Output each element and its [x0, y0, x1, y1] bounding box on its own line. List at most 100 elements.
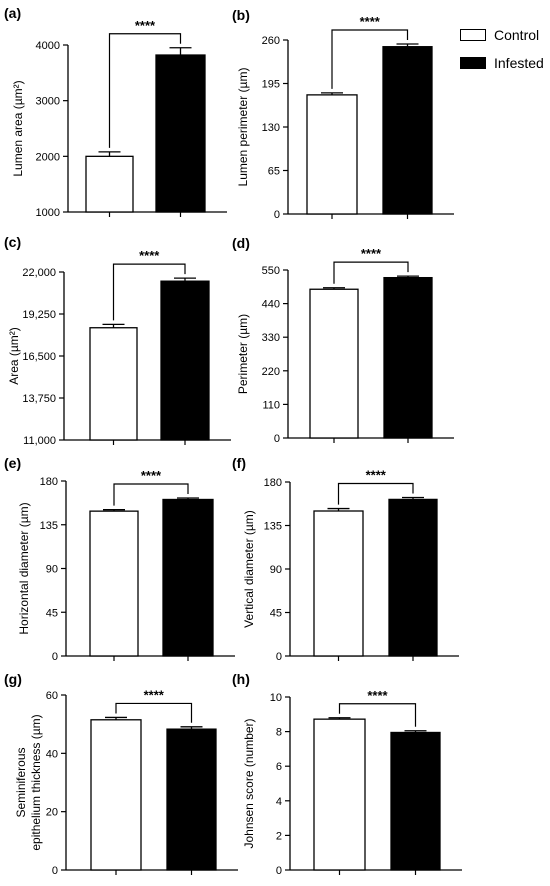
panel-label-d: (d)	[232, 235, 250, 251]
bar-a-infested	[155, 54, 206, 213]
panel-label-h: (h)	[232, 671, 250, 687]
y-tick-label-e: 180	[40, 476, 58, 488]
significance-bracket-d	[333, 261, 409, 284]
y-tick-label-a: 4000	[36, 40, 60, 52]
bar-g-control	[90, 719, 142, 871]
y-tick-label-d: 440	[262, 299, 280, 311]
y-tick-label-h: 8	[276, 727, 282, 739]
panel-label-g: (g)	[4, 671, 22, 687]
y-tick-label-g: 40	[46, 748, 58, 760]
significance-label-g: ****	[144, 687, 165, 702]
y-axis-label-b: Lumen perimeter (µm)	[236, 68, 250, 187]
significance-bracket-h	[338, 703, 417, 727]
legend-label-infested: Infested	[494, 55, 544, 71]
y-tick-label-h: 2	[276, 830, 282, 842]
chart-panel-d: (d) 0 110 220 330 440 550 Perimeter (µm) ****	[232, 235, 454, 445]
significance-label-b: ****	[360, 14, 381, 29]
y-tick-label-b: 195	[262, 79, 280, 91]
chart-panel-h: (h) 0 2 4 6 8 10 Johnsen score (number) ****	[232, 671, 462, 877]
y-tick-label-a: 3000	[36, 96, 60, 108]
bar-b-control	[306, 94, 358, 215]
y-tick-label-e: 90	[46, 564, 58, 576]
y-tick-label-h: 0	[276, 865, 282, 877]
chart-panel-g: (g) 0 20 40 60 Seminiferous epithelium thickne…	[4, 671, 238, 877]
significance-label-d: ****	[361, 246, 382, 261]
significance-bracket-b	[331, 29, 409, 89]
bar-d-control	[309, 288, 359, 439]
y-tick-label-g: 0	[52, 865, 58, 877]
y-tick-label-d: 220	[262, 366, 280, 378]
y-tick-label-a: 2000	[36, 151, 60, 163]
significance-bracket-g	[115, 702, 193, 723]
y-tick-label-d: 330	[262, 332, 280, 344]
significance-label-e: ****	[141, 468, 162, 483]
y-tick-label-d: 0	[274, 433, 280, 445]
y-tick-label-e: 0	[52, 651, 58, 663]
y-axis-label-f: Vertical diameter (µm)	[242, 510, 256, 628]
chart-panel-c: (c) 11,000 13,750 16,500 19,250 22,000 Area (µ…	[4, 234, 231, 447]
significance-bracket-f	[337, 482, 414, 505]
y-axis-label-h: Johnsen score (number)	[242, 718, 256, 848]
legend-label-control: Control	[494, 27, 540, 43]
significance-label-f: ****	[366, 467, 387, 482]
legend: Control Infested	[460, 26, 550, 82]
panel-label-b: (b)	[232, 7, 250, 23]
y-tick-label-f: 90	[270, 564, 282, 576]
chart-panel-a: (a) 1000 2000 3000 4000 Lumen area (µm²) ****	[4, 5, 227, 219]
bar-d-infested	[383, 276, 433, 439]
chart-panel-b: (b) 0 65 130 195 260 Lumen perimeter (µm) ****	[232, 7, 454, 221]
y-axis-label-d: Perimeter (µm)	[236, 314, 250, 394]
chart-panel-e: (e) 0 45 90 135 180 Horizontal diameter (µm) **…	[4, 455, 235, 663]
panel-label-a: (a)	[4, 5, 21, 21]
y-tick-label-b: 130	[262, 122, 280, 134]
bar-e-control	[89, 510, 139, 657]
y-tick-label-b: 0	[274, 209, 280, 221]
bar-f-control	[313, 510, 364, 657]
y-tick-label-c: 19,250	[22, 309, 56, 321]
significance-label-c: ****	[139, 248, 160, 263]
y-tick-label-f: 135	[264, 521, 282, 533]
bar-h-control	[313, 718, 366, 871]
bar-h-infested	[390, 731, 441, 871]
bar-c-infested	[160, 280, 210, 441]
significance-label-h: ****	[367, 688, 388, 703]
significance-bracket-a	[108, 33, 182, 148]
y-tick-label-d: 550	[262, 265, 280, 277]
panel-label-c: (c)	[4, 234, 21, 250]
y-tick-label-g: 60	[46, 690, 58, 702]
bar-a-control	[85, 155, 134, 213]
y-axis-label-g-line2: epithelium thickness (µm)	[29, 714, 43, 850]
y-tick-label-a: 1000	[36, 207, 60, 219]
y-tick-label-c: 22,000	[22, 267, 56, 279]
significance-bracket-c	[112, 263, 186, 321]
chart-panel-f: (f) 0 45 90 135 180 Vertical diameter (µm) ****	[232, 455, 459, 663]
bar-c-control	[89, 327, 138, 441]
y-axis-label-a: Lumen area (µm²)	[11, 80, 25, 176]
legend-item-control: Control	[460, 26, 550, 48]
significance-label-a: ****	[135, 18, 156, 33]
legend-swatch-infested	[460, 57, 486, 69]
legend-item-infested: Infested	[460, 54, 550, 76]
y-tick-label-d: 110	[262, 399, 280, 411]
y-axis-label-g-line1: Seminiferous	[14, 747, 28, 817]
y-tick-label-b: 260	[262, 35, 280, 47]
y-tick-label-f: 45	[270, 608, 282, 620]
y-tick-label-h: 10	[270, 692, 282, 704]
panel-label-e: (e)	[4, 455, 21, 471]
y-tick-label-c: 16,500	[22, 351, 56, 363]
y-tick-label-h: 4	[276, 796, 282, 808]
y-tick-label-h: 6	[276, 761, 282, 773]
y-tick-label-g: 20	[46, 807, 58, 819]
y-tick-label-e: 45	[46, 607, 58, 619]
significance-bracket-e	[113, 483, 189, 506]
bar-g-infested	[166, 728, 217, 871]
y-tick-label-e: 135	[40, 520, 58, 532]
legend-swatch-control	[460, 29, 486, 41]
y-tick-label-f: 180	[264, 477, 282, 489]
bar-e-infested	[162, 498, 214, 657]
y-tick-label-c: 13,750	[22, 393, 56, 405]
y-axis-label-c: Area (µm²)	[7, 327, 21, 385]
y-tick-label-b: 65	[268, 166, 280, 178]
y-tick-label-f: 0	[276, 651, 282, 663]
